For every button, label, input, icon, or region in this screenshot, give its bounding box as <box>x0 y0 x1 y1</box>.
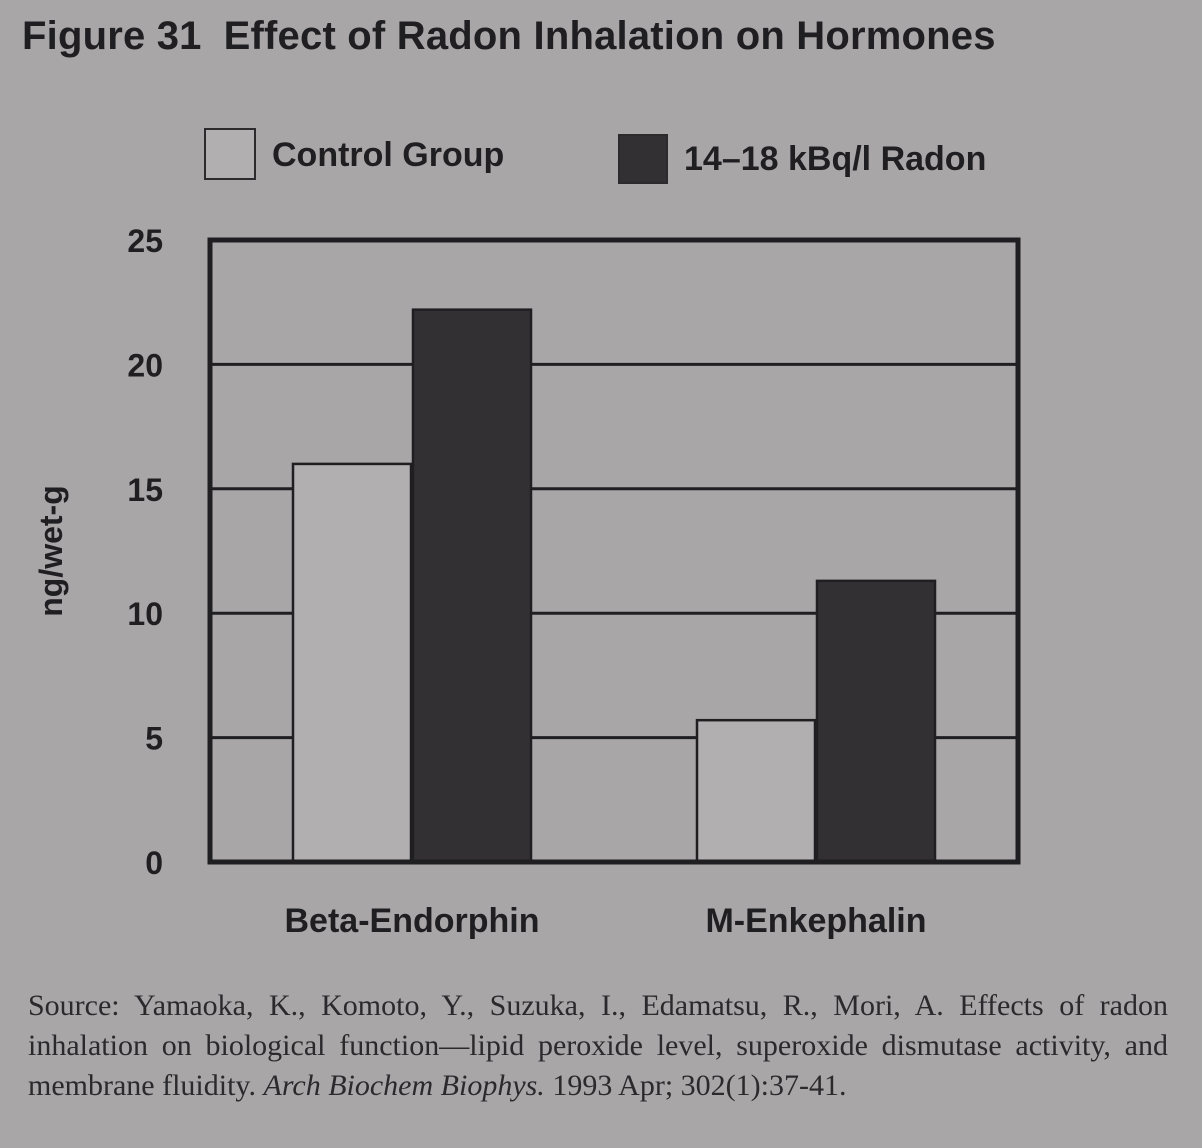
y-tick-label-0: 0 <box>145 845 163 881</box>
legend-swatch-radon <box>618 134 668 184</box>
bar-radon-m-enkephalin <box>815 579 937 864</box>
bar-control-beta-endorphin <box>291 462 413 864</box>
source-date: 1993 Apr; 302(1):37-41. <box>552 1069 847 1102</box>
bar-radon-beta-endorphin <box>411 308 533 864</box>
plot-frame <box>207 237 1021 865</box>
figure-title: Figure 31 Effect of Radon Inhalation on H… <box>22 14 996 59</box>
source-citation: Source: Yamaoka, K., Komoto, Y., Suzuka,… <box>28 986 1168 1106</box>
legend-swatch-control <box>204 128 256 180</box>
bar-control-m-enkephalin <box>695 718 817 864</box>
y-tick-label-5: 5 <box>145 721 163 757</box>
bar-chart: Beta-Endorphin M-Enkephalin 0 5 10 15 20 25 ng/w… <box>33 223 1021 940</box>
y-tick-label-10: 10 <box>127 596 163 632</box>
legend-label-radon: 14–18 kBq/l Radon <box>684 140 987 178</box>
x-tick-label-m-enkephalin: M-Enkephalin <box>705 902 926 940</box>
source-text: Yamaoka, K., Komoto, Y., Suzuka, I., Eda… <box>28 989 1168 1102</box>
y-axis-label: ng/wet-g <box>33 485 69 617</box>
figure-number: Figure 31 <box>22 14 202 58</box>
x-tick-label-beta-endorphin: Beta-Endorphin <box>285 902 540 940</box>
source-label: Source: <box>28 989 120 1022</box>
figure-title-text: Effect of Radon Inhalation on Hormones <box>223 14 996 58</box>
source-journal: Arch Biochem Biophys. <box>263 1069 545 1102</box>
legend-label-control: Control Group <box>272 136 505 174</box>
y-tick-label-20: 20 <box>127 347 163 383</box>
y-tick-label-25: 25 <box>127 223 163 259</box>
y-tick-label-15: 15 <box>127 472 163 508</box>
